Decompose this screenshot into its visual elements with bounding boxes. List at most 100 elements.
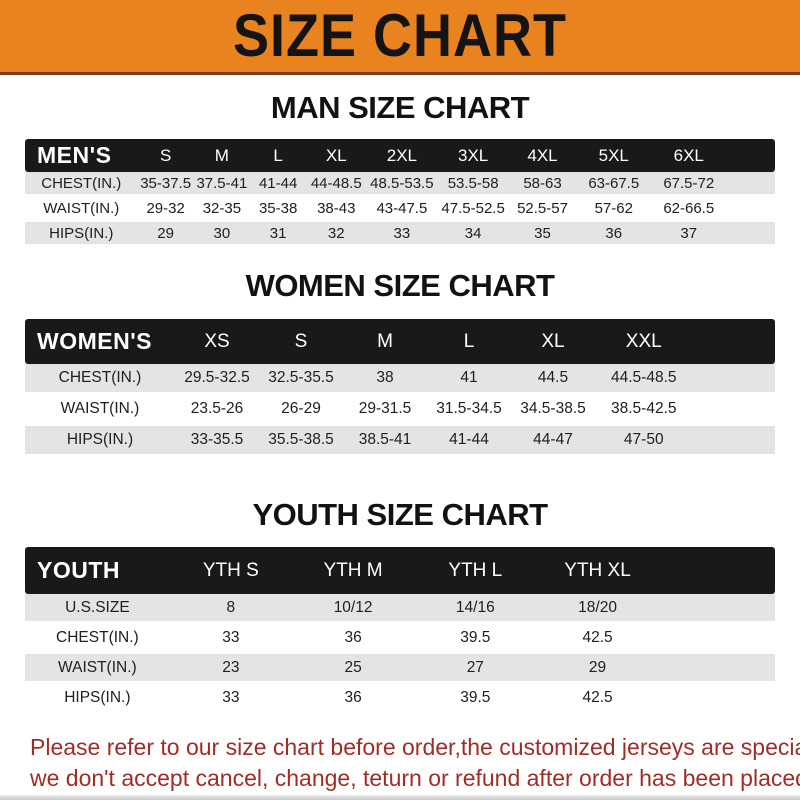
footer-note: Please refer to our size chart before or…	[0, 732, 800, 794]
spacer-cell	[726, 139, 775, 172]
spacer-cell	[692, 319, 775, 364]
size-value-cell: 8	[169, 594, 292, 624]
size-value-cell: 29.5-32.5	[175, 364, 259, 395]
size-value-cell: 44.5-48.5	[595, 364, 693, 395]
size-column-header: YTH L	[414, 547, 537, 594]
spacer-cell	[658, 654, 775, 684]
size-column-header: XL	[511, 319, 595, 364]
row-label-cell: HIPS(IN.)	[25, 426, 175, 457]
spacer-cell	[726, 222, 775, 247]
size-value-cell: 32	[306, 222, 367, 247]
size-table-header-row: MEN'S S M L XL 2XL 3XL 4XL 5XL 6XL	[25, 139, 775, 172]
size-value-cell: 57-62	[576, 197, 652, 222]
spacer-cell	[692, 426, 775, 457]
size-value-cell: 37.5-41	[193, 172, 250, 197]
size-value-cell: 63-67.5	[576, 172, 652, 197]
spacer-cell	[658, 684, 775, 714]
size-value-cell: 18/20	[536, 594, 659, 624]
size-value-cell: 42.5	[536, 624, 659, 654]
banner-title: SIZE CHART	[233, 2, 567, 70]
size-value-cell: 32.5-35.5	[259, 364, 343, 395]
size-table-row: HIPS(IN.) 33-35.5 35.5-38.5 38.5-41 41-44 44-…	[25, 426, 775, 457]
size-value-cell: 33-35.5	[175, 426, 259, 457]
size-value-cell: 33	[169, 684, 292, 714]
size-value-cell: 29-32	[137, 197, 194, 222]
size-value-cell: 32-35	[193, 197, 250, 222]
size-value-cell: 39.5	[414, 624, 537, 654]
footer-line-2: we don't accept cancel, change, teturn o…	[30, 765, 800, 791]
size-value-cell: 36	[291, 624, 415, 654]
size-value-cell: 23	[169, 654, 292, 684]
size-column-header: YTH S	[169, 547, 292, 594]
size-value-cell: 47-50	[595, 426, 693, 457]
men-heading: MAN SIZE CHART	[270, 90, 530, 125]
size-table-row: WAIST(IN.) 23 25 27 29	[25, 654, 775, 684]
size-column-header: XS	[175, 319, 259, 364]
size-value-cell: 31.5-34.5	[427, 395, 511, 426]
spacer-cell	[658, 547, 775, 594]
size-table-row: WAIST(IN.) 23.5-26 26-29 29-31.5 31.5-34.5 34…	[25, 395, 775, 426]
size-table-row: CHEST(IN.) 35-37.5 37.5-41 41-44 44-48.5 48.5…	[25, 172, 775, 197]
size-value-cell: 25	[291, 654, 415, 684]
row-label-cell: U.S.SIZE	[25, 594, 170, 624]
size-value-cell: 67.5-72	[651, 172, 727, 197]
size-value-cell: 44-47	[511, 426, 595, 457]
size-value-cell: 33	[169, 624, 292, 654]
size-column-header: XXL	[595, 319, 693, 364]
size-column-header: XL	[306, 139, 367, 172]
women-size-table: WOMEN'S XS S M L XL XXL CHEST(IN.) 29.5-32.5 32.5…	[25, 319, 775, 457]
size-value-cell: 41-44	[427, 426, 511, 457]
size-value-cell: 44.5	[511, 364, 595, 395]
size-value-cell: 35-38	[250, 197, 307, 222]
size-column-header: 2XL	[366, 139, 438, 172]
size-value-cell: 47.5-52.5	[437, 197, 509, 222]
size-column-header: 6XL	[651, 139, 727, 172]
size-value-cell: 23.5-26	[175, 395, 259, 426]
size-value-cell: 43-47.5	[366, 197, 438, 222]
size-value-cell: 52.5-57	[508, 197, 577, 222]
spacer-cell	[658, 594, 775, 624]
size-value-cell: 29	[137, 222, 194, 247]
spacer-cell	[726, 172, 775, 197]
size-value-cell: 34.5-38.5	[511, 395, 595, 426]
size-value-cell: 29	[536, 654, 659, 684]
size-table-row: CHEST(IN.) 29.5-32.5 32.5-35.5 38 41 44.5 44.5…	[25, 364, 775, 395]
size-value-cell: 62-66.5	[651, 197, 727, 222]
spacer-cell	[726, 197, 775, 222]
size-value-cell: 41	[427, 364, 511, 395]
size-value-cell: 41-44	[250, 172, 307, 197]
youth-size-table: YOUTH YTH S YTH M YTH L YTH XL U.S.SIZE 8 10/12…	[25, 547, 775, 714]
size-chart-banner: SIZE CHART	[0, 0, 800, 75]
size-value-cell: 35-37.5	[137, 172, 194, 197]
size-column-header: YTH M	[291, 547, 415, 594]
size-value-cell: 31	[250, 222, 307, 247]
size-value-cell: 26-29	[259, 395, 343, 426]
size-value-cell: 27	[414, 654, 537, 684]
size-table-row: WAIST(IN.) 29-32 32-35 35-38 38-43 43-47.5 47.…	[25, 197, 775, 222]
size-value-cell: 29-31.5	[343, 395, 427, 426]
size-table-row: CHEST(IN.) 33 36 39.5 42.5	[25, 624, 775, 654]
table-title-cell: WOMEN'S	[25, 319, 175, 364]
size-table-header-row: YOUTH YTH S YTH M YTH L YTH XL	[25, 547, 775, 594]
spacer-cell	[692, 395, 775, 426]
size-column-header: L	[250, 139, 307, 172]
size-column-header: L	[427, 319, 511, 364]
youth-heading: YOUTH SIZE CHART	[252, 497, 548, 532]
youth-section: YOUTH SIZE CHART YOUTH YTH S YTH M YTH L YTH…	[0, 497, 800, 714]
size-column-header: M	[193, 139, 250, 172]
size-value-cell: 14/16	[414, 594, 537, 624]
size-column-header: 4XL	[508, 139, 577, 172]
size-value-cell: 58-63	[508, 172, 577, 197]
size-column-header: YTH XL	[536, 547, 659, 594]
spacer-cell	[658, 624, 775, 654]
size-table-row: U.S.SIZE 8 10/12 14/16 18/20	[25, 594, 775, 624]
size-value-cell: 38.5-41	[343, 426, 427, 457]
size-value-cell: 42.5	[536, 684, 659, 714]
size-value-cell: 38.5-42.5	[595, 395, 693, 426]
size-value-cell: 36	[576, 222, 652, 247]
size-column-header: M	[343, 319, 427, 364]
size-value-cell: 38-43	[306, 197, 367, 222]
size-value-cell: 53.5-58	[437, 172, 509, 197]
size-table-row: HIPS(IN.) 33 36 39.5 42.5	[25, 684, 775, 714]
footer-line-1: Please refer to our size chart before or…	[30, 734, 800, 760]
